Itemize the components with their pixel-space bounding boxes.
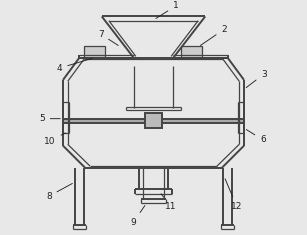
Text: 8: 8 bbox=[46, 184, 72, 201]
Bar bbox=[84, 46, 105, 58]
Text: 6: 6 bbox=[246, 129, 266, 144]
Text: 12: 12 bbox=[225, 179, 243, 211]
Bar bbox=[181, 46, 202, 58]
Text: 3: 3 bbox=[246, 70, 267, 88]
Text: 4: 4 bbox=[57, 58, 92, 73]
Text: 10: 10 bbox=[44, 133, 65, 145]
Text: 1: 1 bbox=[156, 1, 179, 19]
Bar bbox=[145, 113, 162, 128]
Bar bbox=[63, 119, 244, 123]
Text: 5: 5 bbox=[39, 114, 60, 123]
Text: 7: 7 bbox=[98, 30, 118, 46]
Text: 11: 11 bbox=[161, 194, 177, 211]
Text: 9: 9 bbox=[131, 206, 145, 227]
Text: 2: 2 bbox=[200, 25, 227, 45]
